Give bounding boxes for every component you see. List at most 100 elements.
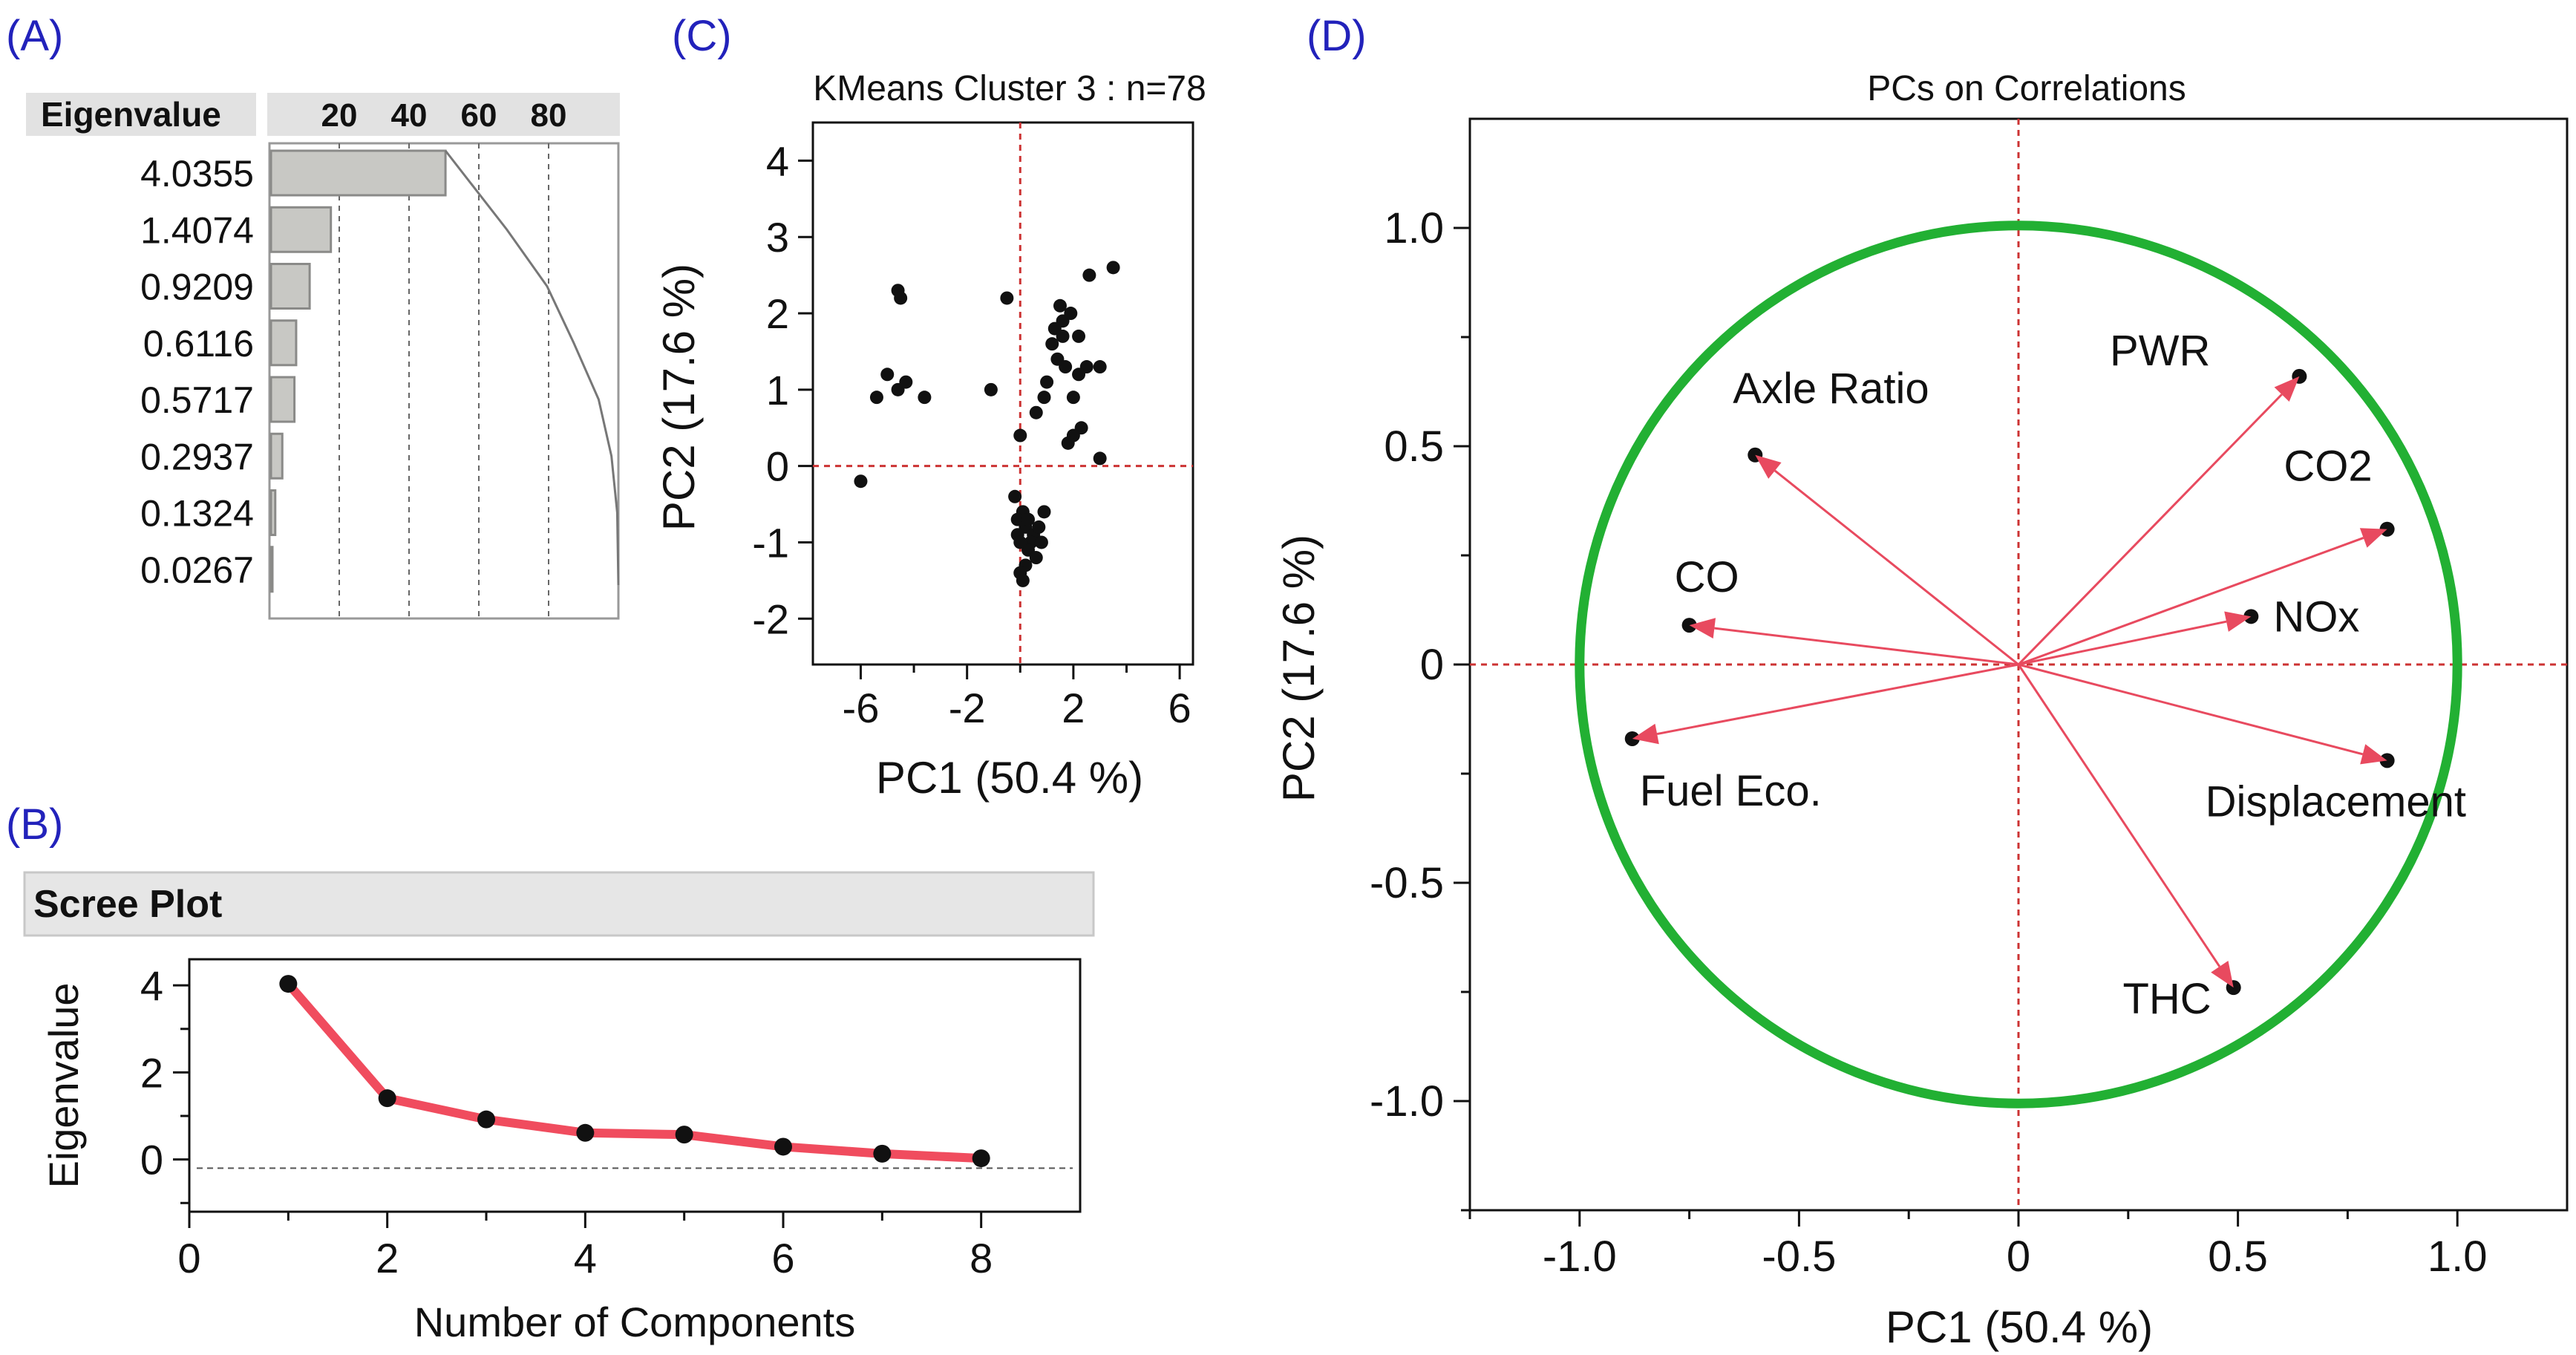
- percent-header-bg: [267, 93, 620, 136]
- percent-tick-20: 20: [321, 97, 358, 134]
- eigenvalue-bar: [269, 489, 277, 536]
- cluster-point: [1064, 307, 1078, 321]
- scree-x-tick: 8: [970, 1235, 993, 1281]
- panel-label-d: (D): [1307, 12, 1367, 60]
- cluster-y-tick: 1: [766, 367, 789, 414]
- vector-shaft: [1774, 469, 2019, 666]
- vector-label: Displacement: [2206, 777, 2466, 826]
- loading-y-tick: 1.0: [1384, 204, 1444, 252]
- scree-x-tick: 0: [177, 1235, 200, 1281]
- vector-shaft: [1714, 627, 2019, 666]
- loading-plot-title: PCs on Correlations: [1867, 69, 2186, 108]
- vector-shaft: [2018, 663, 2364, 756]
- eigenvalue-bar: [269, 263, 311, 310]
- loading-x-tick: -1.0: [1543, 1232, 1617, 1281]
- cluster-point: [1082, 268, 1096, 282]
- scree-point: [873, 1144, 892, 1163]
- scree-point: [675, 1126, 693, 1144]
- cluster-y-tick: 2: [766, 290, 789, 337]
- vector-arrowhead: [1689, 618, 1716, 639]
- vector-shaft: [2017, 394, 2283, 666]
- cluster-y-tick: 3: [766, 214, 789, 261]
- vector-arrowhead: [2274, 376, 2300, 402]
- vector-shaft: [2018, 620, 2227, 666]
- eigenvalue-bar: [269, 376, 296, 423]
- loading-x-axis: -1.0 -0.5 0 0.5 1.0: [1468, 1210, 2488, 1281]
- vector-label: NOx: [2273, 592, 2359, 641]
- vector-label: Axle Ratio: [1733, 365, 1929, 413]
- vector-label: CO: [1675, 553, 1739, 601]
- cluster-point: [1061, 436, 1075, 450]
- cluster-point: [1029, 405, 1043, 419]
- cluster-point: [1093, 360, 1107, 374]
- vector-arrowhead: [2359, 528, 2387, 548]
- cluster-points: [854, 261, 1120, 587]
- cluster-point: [1093, 451, 1107, 466]
- cluster-point: [1000, 291, 1014, 305]
- vector-arrowhead: [1755, 454, 1782, 479]
- scree-line: [284, 981, 981, 1163]
- panel-label-a: (A): [6, 12, 63, 60]
- loading-y-axis: 1.0 0.5 0 -0.5 -1.0: [1370, 204, 1470, 1212]
- cluster-point: [1072, 329, 1086, 343]
- cluster-point: [1045, 337, 1059, 351]
- scree-x-tick: 6: [771, 1235, 794, 1281]
- cluster-y-axis: 4 3 2 1 0 -1 -2: [752, 137, 813, 642]
- eigenvalue-header: Eigenvalue: [41, 95, 221, 134]
- scree-point: [378, 1089, 396, 1108]
- cluster-point: [918, 391, 932, 405]
- scree-point: [576, 1123, 595, 1142]
- cluster-point: [1016, 573, 1030, 587]
- cluster-plot-frame: [811, 121, 1194, 666]
- scree-title-bar: [23, 871, 1095, 937]
- vector-arrowhead: [2360, 744, 2387, 765]
- scree-y-axis: 4 2 0: [140, 962, 189, 1204]
- loading-x-tick: 0: [2007, 1232, 2030, 1281]
- cluster-point: [1037, 505, 1051, 519]
- eigenvalue-cell: 0.1324: [140, 493, 254, 535]
- cluster-y-tick: 0: [766, 443, 789, 490]
- scree-y-tick: 0: [140, 1137, 163, 1183]
- vector-label: PWR: [2110, 327, 2210, 375]
- loading-y-label: PC2 (17.6 %): [1274, 535, 1324, 802]
- panel-label-c: (C): [672, 12, 732, 60]
- eigenvalue-cell: 0.5717: [140, 379, 254, 421]
- correlation-circle: [1575, 221, 2462, 1109]
- cluster-point: [1072, 368, 1086, 382]
- eigenvalue-bar: [269, 206, 333, 253]
- cluster-point: [1021, 512, 1036, 526]
- cluster-y-tick: 4: [766, 137, 789, 184]
- vector-shaft: [2018, 537, 2364, 666]
- cluster-plot-title: KMeans Cluster 3 : n=78: [813, 69, 1206, 108]
- cluster-y-label: PC2 (17.6 %): [654, 264, 704, 531]
- cluster-point: [1059, 360, 1073, 374]
- cluster-point: [1056, 329, 1070, 343]
- eigenvalue-bar: [269, 432, 284, 480]
- percent-tick-60: 60: [461, 97, 497, 134]
- cluster-x-axis: -6 -2 2 6: [843, 665, 1191, 731]
- scree-plot-frame: [188, 958, 1082, 1213]
- cluster-point: [880, 368, 895, 382]
- cluster-point: [899, 375, 913, 389]
- scree-title: Scree Plot: [33, 883, 222, 926]
- cluster-x-tick: -6: [843, 685, 880, 731]
- panel-c: (C) KMeans Cluster 3 : n=78 -6 -2 2 6 4 3 2 1 0…: [654, 12, 1206, 803]
- percent-tick-80: 80: [531, 97, 567, 134]
- cluster-x-label: PC1 (50.4 %): [876, 753, 1143, 803]
- eigenvalue-cell: 0.2937: [140, 436, 254, 477]
- panel-d: (D) PCs on Correlations -1.0 -0.5 0 0.5 1.0 …: [1274, 12, 2569, 1352]
- loading-x-tick: 1.0: [2428, 1232, 2488, 1281]
- scree-y-tick: 4: [140, 962, 163, 1009]
- loading-x-tick: -0.5: [1762, 1232, 1836, 1281]
- vector-arrowhead: [2211, 961, 2234, 988]
- scree-y-tick: 2: [140, 1049, 163, 1096]
- scree-y-label: Eigenvalue: [40, 982, 87, 1188]
- scree-x-axis: 0 2 4 6 8: [177, 1212, 993, 1281]
- scree-point: [279, 975, 298, 993]
- cluster-y-tick: -1: [752, 519, 789, 566]
- cluster-point: [984, 382, 998, 396]
- loading-x-label: PC1 (50.4 %): [1886, 1302, 2153, 1352]
- scree-x-tick: 4: [574, 1235, 597, 1281]
- cluster-point: [1008, 489, 1022, 503]
- scree-x-label: Number of Components: [414, 1299, 856, 1345]
